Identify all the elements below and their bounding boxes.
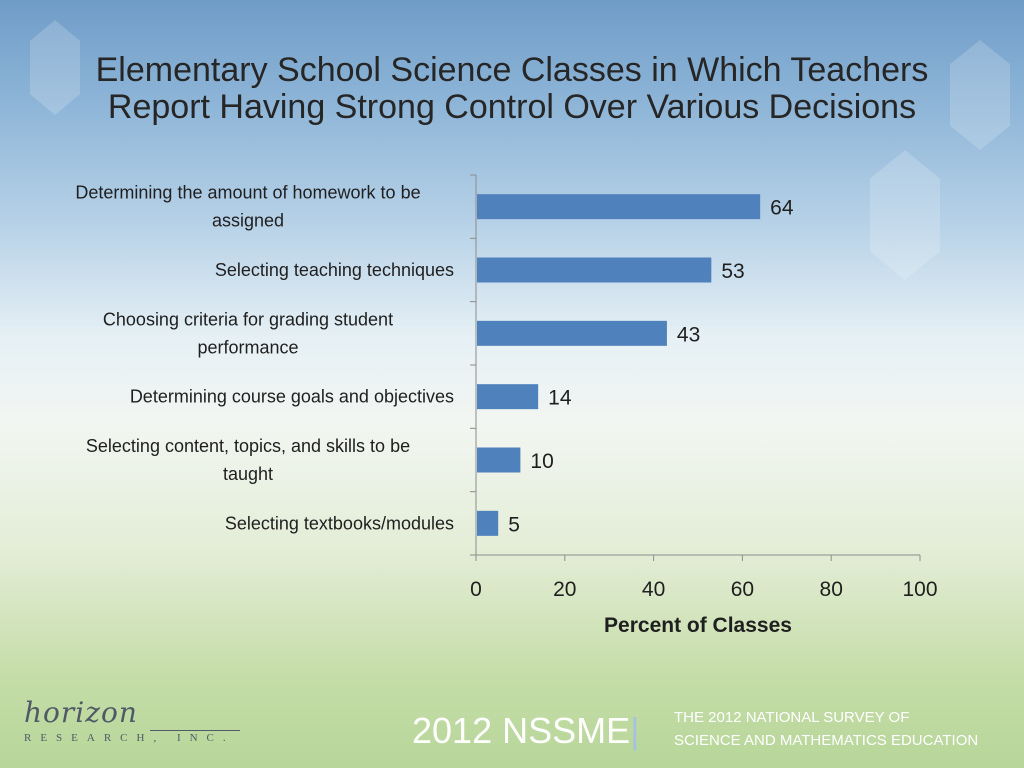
survey-line-1: THE 2012 NATIONAL SURVEY OF (674, 709, 910, 726)
nssme-text: 2012 NSSME (412, 710, 631, 751)
bar (477, 320, 667, 346)
category-label: Selecting textbooks/modules (225, 513, 454, 533)
category-label: Determining the amount of homework to be (75, 183, 420, 203)
nssme-separator: | (630, 710, 640, 751)
category-label: taught (223, 464, 273, 484)
title-line-1: Elementary School Science Classes in Whi… (95, 51, 929, 89)
x-tick-label: 100 (902, 578, 937, 601)
horizon-logo: horizon (24, 696, 138, 729)
category-label: Selecting teaching techniques (215, 260, 454, 280)
data-label: 43 (677, 323, 700, 346)
data-label: 53 (721, 260, 744, 283)
category-label: performance (197, 337, 298, 357)
horizon-logo-subtitle: RESEARCH, INC. (24, 732, 235, 744)
x-tick-label: 80 (820, 578, 843, 601)
data-label: 10 (530, 450, 553, 473)
category-label: Determining course goals and objectives (130, 387, 454, 407)
x-tick-label: 60 (731, 578, 754, 601)
bar (477, 447, 521, 473)
title-line-2: Report Having Strong Control Over Variou… (107, 88, 917, 126)
x-tick-label: 40 (642, 578, 665, 601)
category-label: Selecting content, topics, and skills to… (86, 436, 410, 456)
survey-line-2: SCIENCE AND MATHEMATICS EDUCATION (674, 732, 979, 749)
nssme-label: 2012 NSSME| (412, 710, 639, 752)
x-tick-label: 0 (470, 578, 482, 601)
bar (477, 257, 712, 283)
data-label: 14 (548, 387, 572, 410)
category-label: Choosing criteria for grading student (103, 309, 393, 329)
data-label: 5 (508, 513, 520, 536)
survey-name: THE 2012 NATIONAL SURVEY OF SCIENCE AND … (674, 706, 978, 752)
category-label: assigned (212, 211, 284, 231)
bar (477, 510, 499, 536)
x-axis-title: Percent of Classes (604, 614, 792, 637)
bar (477, 194, 761, 220)
bar (477, 384, 539, 410)
x-tick-label: 20 (553, 578, 576, 601)
data-label: 64 (770, 197, 794, 220)
bar-chart: 0 20 40 60 80 100 Percent of Classes 64 Determin… (75, 174, 938, 637)
logo-underline (150, 730, 240, 731)
page-title: Elementary School Science Classes in Whi… (0, 52, 1024, 126)
